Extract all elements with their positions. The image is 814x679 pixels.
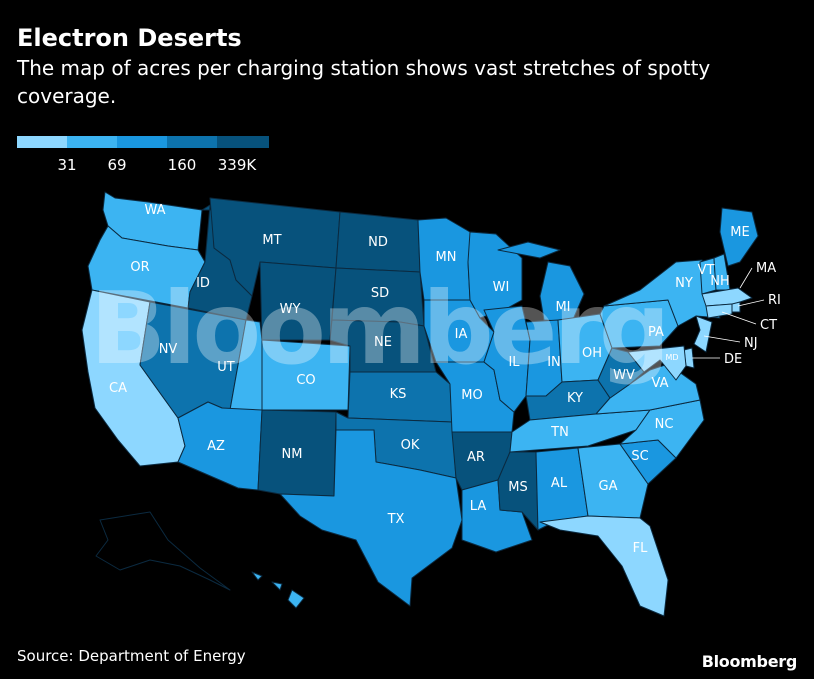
state-label-ms: MS [508, 480, 527, 495]
state-label-va: VA [652, 376, 669, 391]
leader-line-ri [737, 299, 765, 307]
state-label-ks: KS [390, 387, 407, 402]
leader-line-ma [739, 267, 753, 289]
state-label-ia: IA [455, 327, 468, 342]
state-label-ma: MA [756, 261, 776, 276]
state-label-sc: SC [631, 449, 648, 464]
state-fl [539, 515, 669, 617]
legend: 31 69 160 339K [17, 136, 269, 176]
state-label-pa: PA [648, 325, 664, 340]
state-label-vt: VT [698, 263, 715, 278]
state-label-il: IL [508, 355, 520, 370]
state-ma [701, 287, 753, 307]
state-label-wy: WY [280, 302, 301, 317]
state-label-ky: KY [567, 391, 583, 406]
state-label-ut: UT [217, 360, 235, 375]
state-label-al: AL [551, 476, 568, 491]
state-tx [279, 429, 463, 607]
state-label-mi: MI [555, 300, 570, 315]
chart-title: Electron Deserts [17, 24, 242, 52]
source-note: Source: Department of Energy [17, 647, 246, 665]
state-label-tx: TX [387, 512, 405, 527]
bloomberg-logo: Bloomberg [701, 652, 798, 671]
state-label-fl: FL [633, 541, 648, 556]
state-label-nd: ND [368, 235, 388, 250]
state-label-tn: TN [550, 425, 569, 440]
state-label-id: ID [196, 276, 210, 291]
state-label-ok: OK [401, 438, 420, 453]
state-label-la: LA [470, 499, 487, 514]
state-label-wi: WI [493, 280, 510, 295]
state-label-mo: MO [461, 388, 482, 403]
legend-swatch-2 [67, 136, 117, 148]
state-label-md: MD [665, 353, 678, 362]
legend-swatch-4 [167, 136, 217, 148]
chart-subtitle: The map of acres per charging station sh… [17, 56, 711, 108]
state-label-ny: NY [675, 276, 693, 291]
legend-swatch-5 [217, 136, 269, 148]
legend-swatch-3 [117, 136, 167, 148]
state-ri [731, 301, 741, 313]
state-label-ca: CA [109, 381, 127, 396]
state-me [719, 207, 759, 267]
state-label-in: IN [547, 355, 561, 370]
state-label-wv: WV [613, 368, 635, 383]
legend-tick-4: 339K [217, 156, 257, 174]
state-label-nj: NJ [744, 336, 758, 351]
state-label-nm: NM [282, 447, 303, 462]
state-label-ne: NE [374, 335, 392, 350]
legend-tick-3: 160 [167, 156, 197, 174]
state-label-co: CO [296, 373, 315, 388]
legend-tick-1: 31 [57, 156, 77, 174]
state-ak [95, 511, 231, 591]
watermark-logo: Bloomberg [90, 270, 670, 387]
state-label-az: AZ [207, 439, 225, 454]
legend-tick-2: 69 [107, 156, 127, 174]
state-label-sd: SD [371, 286, 389, 301]
legend-swatch-1 [17, 136, 67, 148]
state-label-ri: RI [768, 293, 781, 308]
state-md [627, 345, 687, 381]
state-label-de: DE [724, 352, 742, 367]
state-label-oh: OH [582, 346, 602, 361]
state-ga [577, 443, 649, 519]
state-ct [705, 303, 733, 319]
state-label-wa: WA [144, 203, 165, 218]
state-hi [251, 571, 305, 609]
state-label-or: OR [130, 260, 149, 275]
state-label-me: ME [730, 225, 749, 240]
leader-line-ct [721, 311, 757, 325]
state-nj [693, 315, 713, 353]
state-label-nh: NH [710, 274, 730, 289]
leader-line-nj [703, 335, 741, 343]
state-label-ct: CT [760, 318, 777, 333]
state-label-nc: NC [655, 417, 674, 432]
state-label-mt: MT [262, 233, 281, 248]
state-mi [497, 241, 585, 323]
state-label-nv: NV [159, 342, 178, 357]
state-label-mn: MN [436, 250, 457, 265]
state-label-ga: GA [599, 479, 618, 494]
state-label-ar: AR [467, 450, 485, 465]
